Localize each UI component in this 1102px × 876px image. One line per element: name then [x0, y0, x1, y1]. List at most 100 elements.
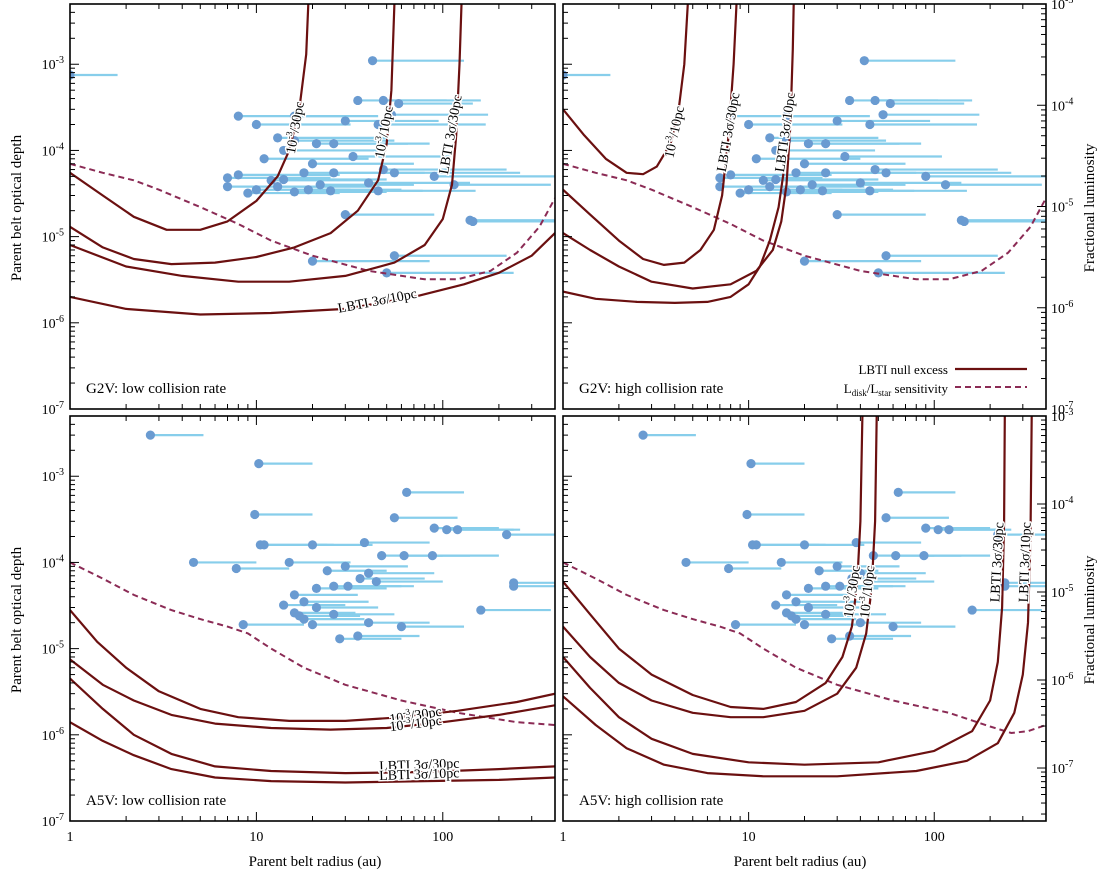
data-point: [251, 119, 261, 130]
curve-label: 10-3/30pc: [388, 702, 443, 728]
curve-label: 10-3/10pc: [660, 104, 689, 159]
data-point: [821, 139, 831, 149]
data-point: [758, 175, 768, 185]
data-point: [807, 180, 817, 190]
null-excess-curve: [563, 416, 1006, 766]
data-point: [881, 251, 891, 261]
data-point: [329, 139, 339, 149]
data-point: [723, 563, 734, 574]
data-point: [742, 509, 752, 520]
data-point: [730, 619, 741, 630]
data-point: [299, 168, 309, 178]
data-point: [865, 119, 875, 130]
data-point: [307, 619, 318, 630]
curve-label: LBTI 3σ/10pc: [1017, 522, 1035, 603]
curve-label: 10-3/10pc: [855, 565, 878, 619]
data-point: [311, 583, 322, 593]
y-axis-label-left-bottom: Parent belt optical depth: [9, 546, 25, 693]
data-point: [259, 154, 269, 164]
panel-title: A5V: low collision rate: [86, 793, 226, 809]
data-point: [791, 597, 801, 607]
null-excess-curve: [70, 658, 555, 731]
data-point: [891, 551, 901, 561]
data-point: [429, 171, 439, 181]
y-tick-label: 10-5: [42, 228, 64, 246]
data-point: [959, 216, 969, 227]
panel-1: 10-3/30pc 10-3/10pc LBTI 3σ/30pc LBTI 3σ/10…: [42, 3, 556, 418]
data-point: [715, 173, 725, 183]
data-point: [250, 509, 260, 520]
curve-label: LBTI 3σ/10pc: [379, 766, 460, 784]
data-point: [402, 487, 412, 497]
data-point: [355, 573, 365, 584]
y-tick-label: 10-5: [42, 640, 64, 658]
right-y-tick-label: 10-5: [1051, 583, 1073, 601]
data-point: [367, 56, 378, 66]
data-point: [325, 186, 336, 196]
data-point: [279, 174, 289, 185]
data-point: [799, 540, 810, 550]
data-point: [378, 95, 388, 106]
data-point: [329, 168, 339, 178]
data-point: [289, 590, 300, 600]
right-y-tick-label: 10-3: [1051, 407, 1073, 425]
data-point: [254, 459, 264, 469]
data-point: [348, 151, 358, 162]
data-point: [315, 180, 325, 190]
data-point: [429, 523, 439, 533]
right-y-tick-label: 10-5: [1051, 198, 1073, 216]
null-excess-curve: [563, 4, 689, 176]
right-y-tick-label: 10-7: [1051, 759, 1073, 777]
panel-frame: [562, 3, 1047, 410]
panel-title: G2V: low collision rate: [86, 381, 226, 397]
data-point: [735, 188, 745, 198]
data-point: [795, 185, 805, 195]
data-point: [726, 170, 736, 180]
data-point: [771, 600, 781, 610]
null-excess-curve: [70, 677, 555, 775]
data-point: [364, 618, 374, 628]
data-point: [233, 111, 243, 121]
curve-label: LBTI 3σ/30pc: [437, 94, 466, 176]
data-point: [888, 622, 898, 632]
data-point: [821, 581, 831, 591]
y-axis-label-right-top: Fractional luminosity: [1082, 143, 1098, 272]
x-tick-label: 1: [67, 830, 74, 845]
data-point: [251, 185, 261, 195]
data-point: [781, 111, 792, 121]
data-point: [921, 171, 931, 181]
panel-title: A5V: high collision rate: [579, 793, 724, 809]
data-point: [803, 583, 814, 593]
curve-label: LBTI 3σ/30pc: [379, 757, 460, 775]
data-point: [870, 164, 880, 175]
data-point: [827, 634, 837, 644]
data-point: [835, 581, 845, 591]
curve-label: LBTI 3σ/10pc: [337, 287, 419, 317]
x-tick-label: 100: [432, 830, 453, 845]
data-point: [222, 173, 233, 183]
data-point: [273, 182, 283, 192]
data-point: [746, 459, 756, 469]
data-point: [329, 581, 339, 591]
data-point: [279, 145, 289, 156]
data-point: [389, 251, 399, 261]
right-y-tick-label: 10-6: [1051, 299, 1073, 317]
y-axis-label-right-bottom: Fractional luminosity: [1082, 555, 1098, 684]
data-point: [821, 609, 831, 619]
data-point: [284, 557, 294, 568]
data-point: [791, 614, 801, 624]
right-y-tick-label: 10-6: [1051, 671, 1073, 689]
data-point: [222, 182, 233, 192]
data-point: [322, 566, 332, 576]
x-axis-label-left: Parent belt radius (au): [249, 854, 382, 870]
curve-label: 10-3/10pc: [388, 711, 442, 735]
right-y-tick-label: 10-7: [1051, 400, 1073, 418]
data-point: [335, 634, 345, 644]
null-excess-curve: [70, 4, 463, 283]
right-y-tick-label: 10-4: [1051, 495, 1073, 513]
data-point: [279, 600, 289, 610]
y-tick-label: 10-4: [42, 553, 64, 571]
